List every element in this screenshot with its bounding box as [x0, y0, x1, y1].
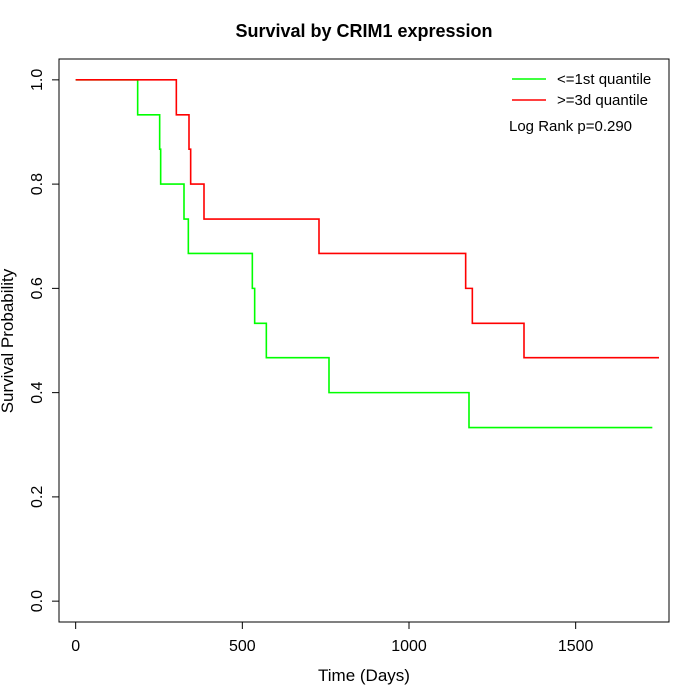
survival-curve-1 [75, 79, 653, 429]
chart-title: Survival by CRIM1 expression [235, 21, 492, 41]
y-tick-label: 0.0 [29, 590, 46, 612]
y-tick-label: 0.2 [29, 486, 46, 508]
y-tick-label: 0.4 [29, 381, 46, 403]
survival-curve-2 [75, 79, 659, 359]
plot-frame [58, 58, 670, 623]
legend: <=1st quantile >=3d quantile [512, 71, 651, 109]
x-axis: 0 500 1000 1500 [71, 621, 594, 655]
x-tick-label: 500 [229, 638, 256, 655]
log-rank-annotation: Log Rank p=0.290 [509, 118, 632, 135]
y-axis-label: Survival Probability [0, 268, 17, 413]
series-group [75, 79, 659, 429]
legend-label-1: <=1st quantile [557, 71, 651, 88]
y-tick-label: 0.8 [29, 173, 46, 195]
y-tick-label: 0.6 [29, 277, 46, 299]
x-tick-label: 1500 [558, 638, 594, 655]
legend-label-2: >=3d quantile [557, 92, 648, 109]
x-axis-label: Time (Days) [318, 666, 410, 685]
y-axis: 0.0 0.2 0.4 0.6 0.8 1.0 [29, 69, 60, 612]
x-tick-label: 1000 [391, 638, 427, 655]
x-tick-label: 0 [71, 638, 80, 655]
y-tick-label: 1.0 [29, 69, 46, 91]
